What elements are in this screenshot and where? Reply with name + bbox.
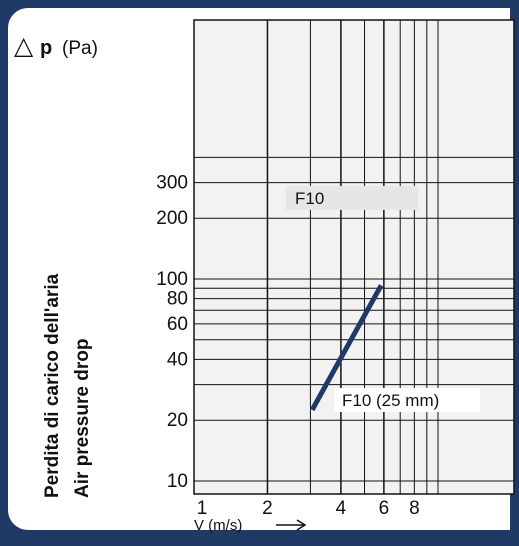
x-tick-label: 8 [409,498,420,519]
series-line [309,284,384,412]
x-tick-label: 4 [336,498,347,519]
plot-border [193,19,515,495]
y-axis-label-english: Air pressure drop [72,339,93,498]
y-tick-label: 300 [156,173,188,194]
series-label: F10 (25 mm) [342,391,439,410]
y-axis-label-italian: Perdita di carico dell'aria [42,273,63,498]
y-tick-label: 10 [167,471,188,492]
annotation-box [286,186,418,210]
y-tick-label: 20 [167,410,188,431]
y-variable: p [40,37,52,59]
x-axis-arrow [276,519,307,531]
y-tick-label: 200 [156,208,188,229]
delta-symbol: △ [14,32,34,60]
x-tick-label: 1 [197,498,208,519]
grid [193,19,515,495]
annotation-f10: F10 [295,189,324,208]
y-tick-label: 80 [167,289,188,310]
y-tick-label: 40 [167,349,188,370]
x-tick-label: 2 [262,498,273,519]
x-tick-label: 6 [379,498,390,519]
x-axis-label: V (m/s) [194,517,242,534]
series-layer: F10 F10 (25 mm) [286,186,480,412]
series-label-box [334,388,480,412]
y-tick-label: 60 [167,314,188,335]
y-tick-label: 100 [156,269,188,290]
y-unit: (Pa) [62,38,98,59]
plot-area [194,20,514,494]
